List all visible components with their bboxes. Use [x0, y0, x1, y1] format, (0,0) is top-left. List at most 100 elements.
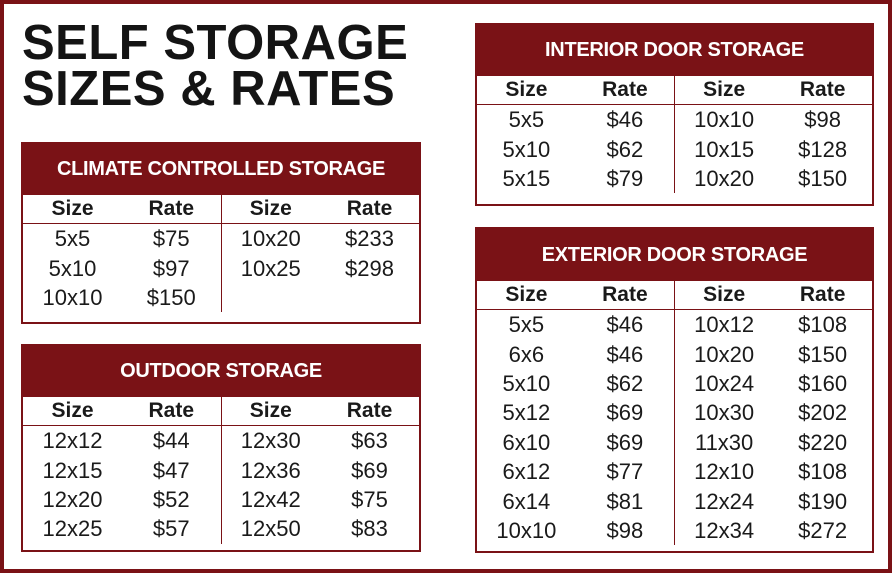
size-cell	[221, 283, 320, 312]
size-cell: 10x24	[694, 370, 755, 396]
title-line-2: SIZES & RATES	[22, 62, 396, 116]
size-cell: 5x5	[54, 226, 91, 252]
rate-cell: $81	[575, 486, 675, 516]
size-cell: 12x10	[694, 459, 755, 485]
rate-cell: $75	[122, 223, 222, 254]
rates-table: Size Rate Size Rate 12x12 $44 12x30 $63 12x15 $47…	[23, 397, 419, 544]
size-cell: 5x10	[502, 370, 551, 396]
header-row: Size Rate Size Rate	[23, 397, 419, 426]
size-cell: 10x20	[694, 165, 755, 191]
table-row: 12x15 $47 12x36 $69	[23, 455, 419, 485]
interior-door-table: INTERIOR DOOR STORAGE Size Rate Size Rate 5x…	[475, 23, 874, 206]
size-cell: 10x10	[42, 284, 103, 310]
outdoor-storage-table: OUTDOOR STORAGE Size Rate Size Rate 12x12 $44…	[21, 344, 421, 552]
size-cell: 5x12	[502, 400, 551, 426]
rate-cell: $69	[351, 457, 388, 483]
size-cell: 10x20	[240, 226, 301, 252]
rate-cell: $57	[122, 514, 222, 544]
size-cell: 5x5	[508, 312, 545, 338]
size-cell: 5x10	[502, 136, 551, 162]
size-cell: 10x10	[496, 517, 557, 543]
size-cell: 5x15	[502, 165, 551, 191]
rate-cell: $108	[798, 312, 848, 338]
rate-cell: $220	[798, 429, 848, 455]
rate-cell: $272	[798, 517, 848, 543]
size-cell: 6x12	[502, 459, 551, 485]
table-row: 5x10 $62 10x15 $128	[477, 134, 872, 164]
rate-column-header: Rate	[122, 397, 222, 426]
size-cell: 12x36	[240, 457, 301, 483]
rate-cell: $69	[575, 427, 675, 457]
rate-cell: $83	[351, 516, 388, 542]
size-column-header: Size	[674, 281, 774, 310]
rate-column-header: Rate	[575, 76, 675, 105]
size-cell: 11x30	[694, 429, 754, 455]
rate-cell: $44	[122, 425, 222, 456]
rate-cell: $46	[575, 104, 675, 135]
section-title: OUTDOOR STORAGE	[23, 346, 419, 397]
rate-cell: $233	[345, 226, 394, 252]
size-cell: 10x10	[694, 107, 755, 133]
table-row: 10x10 $150	[23, 282, 419, 313]
rate-cell: $63	[351, 428, 388, 454]
size-cell: 6x6	[508, 341, 545, 367]
rate-cell: $98	[804, 107, 841, 133]
table-row: 5x10 $62 10x24 $160	[477, 368, 872, 399]
size-cell: 5x5	[508, 107, 545, 133]
rate-cell: $150	[798, 341, 848, 367]
rate-column-header: Rate	[773, 281, 872, 310]
rate-cell: $298	[345, 255, 394, 281]
rate-column-header: Rate	[320, 195, 419, 224]
size-column-header: Size	[221, 195, 320, 224]
rate-cell: $62	[575, 134, 675, 164]
section-title: EXTERIOR DOOR STORAGE	[477, 229, 872, 281]
size-cell: 10x30	[694, 400, 755, 426]
table-row: 12x25 $57 12x50 $83	[23, 514, 419, 544]
size-cell: 12x20	[42, 486, 103, 512]
size-cell: 10x12	[694, 312, 755, 338]
size-column-header: Size	[23, 397, 122, 426]
rate-column-header: Rate	[575, 281, 675, 310]
size-cell: 6x10	[502, 429, 551, 455]
rates-table: Size Rate Size Rate 5x5 $46 10x12 $108 6x6 $46 10x…	[477, 281, 872, 546]
table-row: 6x10 $69 11x30 $220	[477, 427, 872, 457]
rate-cell: $47	[122, 455, 222, 485]
table-row: 6x6 $46 10x20 $150	[477, 339, 872, 369]
size-cell: 12x30	[240, 428, 301, 454]
rate-cell: $77	[575, 456, 675, 487]
table-row: 5x5 $75 10x20 $233	[23, 223, 419, 254]
size-cell: 5x10	[48, 255, 97, 281]
rate-cell: $98	[575, 515, 675, 546]
rate-cell: $79	[575, 163, 675, 194]
rate-cell: $62	[575, 368, 675, 399]
table-row: 10x10 $98 12x34 $272	[477, 515, 872, 546]
header-row: Size Rate Size Rate	[23, 195, 419, 224]
size-cell: 12x12	[42, 428, 103, 454]
rate-cell: $150	[798, 165, 848, 191]
size-column-header: Size	[674, 76, 774, 105]
rate-cell: $46	[575, 339, 675, 369]
header-row: Size Rate Size Rate	[477, 76, 872, 105]
rate-cell: $46	[575, 309, 675, 340]
rate-cell: $108	[798, 459, 848, 485]
rate-cell: $202	[798, 400, 848, 426]
rate-column-header: Rate	[773, 76, 872, 105]
table-row: 6x14 $81 12x24 $190	[477, 486, 872, 516]
rate-cell: $69	[575, 398, 675, 428]
rate-cell	[320, 283, 419, 312]
size-cell: 12x50	[240, 516, 301, 542]
table-row: 5x10 $97 10x25 $298	[23, 253, 419, 283]
rate-cell: $75	[351, 486, 388, 512]
size-cell: 12x34	[694, 517, 755, 543]
size-cell: 10x20	[694, 341, 755, 367]
size-cell: 6x14	[502, 488, 551, 514]
rate-cell: $97	[122, 253, 222, 283]
climate-controlled-table: CLIMATE CONTROLLED STORAGE Size Rate Size R…	[21, 142, 421, 324]
size-cell: 12x15	[42, 457, 103, 483]
rates-table: Size Rate Size Rate 5x5 $46 10x10 $98 5x10 $62 10x…	[477, 76, 872, 194]
size-column-header: Size	[477, 76, 576, 105]
header-row: Size Rate Size Rate	[477, 281, 872, 310]
table-row: 12x12 $44 12x30 $63	[23, 425, 419, 456]
rates-table: Size Rate Size Rate 5x5 $75 10x20 $233 5x10 $97 10…	[23, 195, 419, 313]
table-row: 12x20 $52 12x42 $75	[23, 484, 419, 515]
